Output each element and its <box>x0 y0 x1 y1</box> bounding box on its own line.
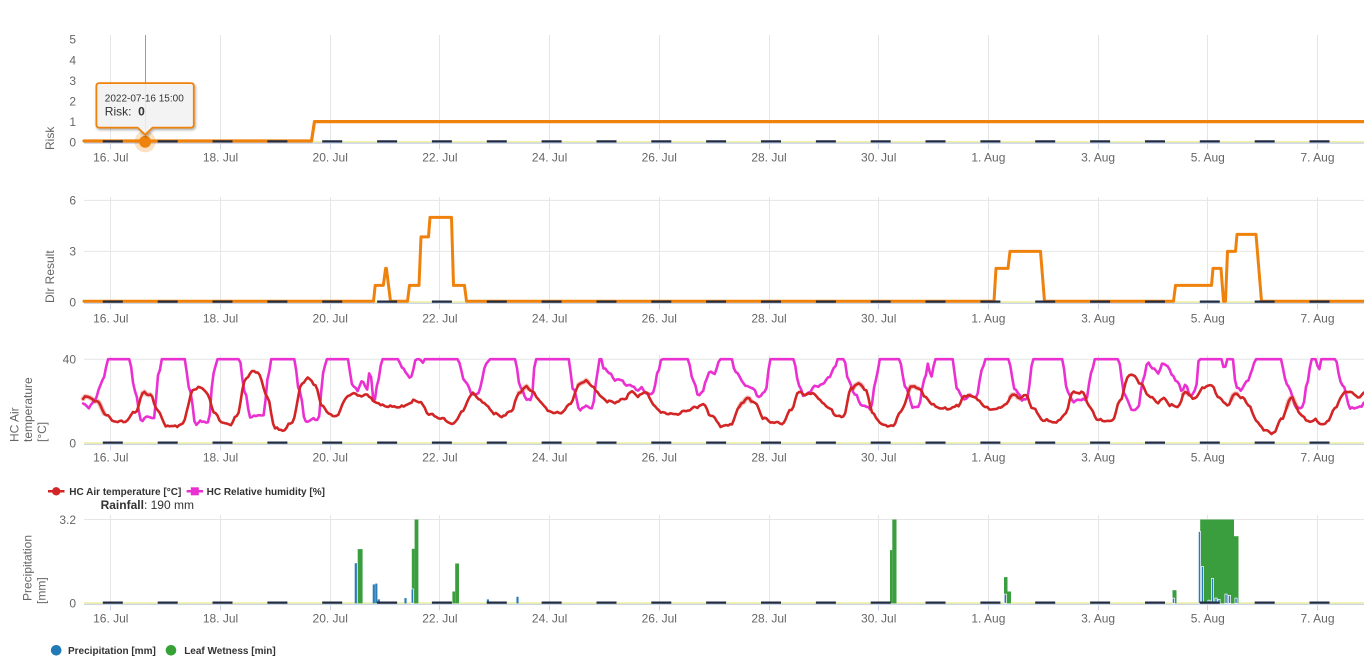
svg-text:20. Jul: 20. Jul <box>313 151 348 165</box>
svg-text:5. Aug: 5. Aug <box>1191 612 1225 626</box>
svg-text:30. Jul: 30. Jul <box>861 612 896 626</box>
svg-text:6: 6 <box>69 194 76 208</box>
svg-text:7. Aug: 7. Aug <box>1300 451 1334 465</box>
svg-text:HC Air temperature [°C]: HC Air temperature [°C] <box>69 487 181 498</box>
svg-text:0: 0 <box>69 597 76 611</box>
svg-text:26. Jul: 26. Jul <box>642 151 677 165</box>
svg-text:28. Jul: 28. Jul <box>751 312 786 326</box>
svg-text:0: 0 <box>69 136 76 150</box>
svg-text:1. Aug: 1. Aug <box>971 312 1005 326</box>
svg-text:28. Jul: 28. Jul <box>751 612 786 626</box>
svg-text:0: 0 <box>69 296 76 310</box>
svg-text:3: 3 <box>69 245 76 259</box>
svg-text:1. Aug: 1. Aug <box>971 612 1005 626</box>
svg-text:3. Aug: 3. Aug <box>1081 151 1115 165</box>
svg-text:Risk: Risk <box>43 126 57 150</box>
svg-text:18. Jul: 18. Jul <box>203 151 238 165</box>
svg-text:5. Aug: 5. Aug <box>1191 451 1225 465</box>
svg-text:Rainfall: 190 mm: Rainfall: 190 mm <box>101 498 194 512</box>
svg-text:3. Aug: 3. Aug <box>1081 451 1115 465</box>
svg-text:16. Jul: 16. Jul <box>93 151 128 165</box>
svg-text:18. Jul: 18. Jul <box>203 612 238 626</box>
svg-text:22. Jul: 22. Jul <box>422 451 457 465</box>
svg-text:5. Aug: 5. Aug <box>1191 151 1225 165</box>
svg-text:20. Jul: 20. Jul <box>313 451 348 465</box>
svg-text:30. Jul: 30. Jul <box>861 451 896 465</box>
svg-text:24. Jul: 24. Jul <box>532 451 567 465</box>
svg-text:24. Jul: 24. Jul <box>532 312 567 326</box>
svg-text:1. Aug: 1. Aug <box>971 451 1005 465</box>
svg-text:7. Aug: 7. Aug <box>1300 612 1334 626</box>
svg-text:16. Jul: 16. Jul <box>93 612 128 626</box>
svg-text:20. Jul: 20. Jul <box>313 312 348 326</box>
svg-text:28. Jul: 28. Jul <box>751 151 786 165</box>
svg-text:7. Aug: 7. Aug <box>1300 151 1334 165</box>
svg-text:26. Jul: 26. Jul <box>642 612 677 626</box>
svg-text:40: 40 <box>63 353 77 367</box>
svg-text:24. Jul: 24. Jul <box>532 151 567 165</box>
svg-text:4: 4 <box>69 53 76 67</box>
svg-text:18. Jul: 18. Jul <box>203 312 238 326</box>
svg-text:Precipitation: Precipitation <box>21 535 35 601</box>
svg-text:22. Jul: 22. Jul <box>422 612 457 626</box>
svg-text:3. Aug: 3. Aug <box>1081 312 1115 326</box>
svg-text:26. Jul: 26. Jul <box>642 312 677 326</box>
svg-text:temperature: temperature <box>21 377 35 442</box>
svg-text:Risk: 0: Risk: 0 <box>105 104 145 118</box>
svg-text:5: 5 <box>69 33 76 47</box>
svg-text:22. Jul: 22. Jul <box>422 151 457 165</box>
svg-text:30. Jul: 30. Jul <box>861 151 896 165</box>
svg-text:28. Jul: 28. Jul <box>751 451 786 465</box>
svg-text:3. Aug: 3. Aug <box>1081 612 1115 626</box>
svg-text:16. Jul: 16. Jul <box>93 312 128 326</box>
svg-text:30. Jul: 30. Jul <box>861 312 896 326</box>
svg-text:0: 0 <box>69 437 76 451</box>
svg-text:26. Jul: 26. Jul <box>642 451 677 465</box>
svg-text:20. Jul: 20. Jul <box>313 612 348 626</box>
svg-text:16. Jul: 16. Jul <box>93 451 128 465</box>
svg-text:24. Jul: 24. Jul <box>532 612 567 626</box>
svg-text:Precipitation [mm]: Precipitation [mm] <box>68 646 156 657</box>
svg-text:Dlr Result: Dlr Result <box>43 250 57 303</box>
svg-text:[mm]: [mm] <box>35 577 49 604</box>
svg-text:22. Jul: 22. Jul <box>422 312 457 326</box>
svg-text:HC Air: HC Air <box>8 407 22 442</box>
svg-text:2022-07-16 15:00: 2022-07-16 15:00 <box>105 93 184 104</box>
svg-text:1. Aug: 1. Aug <box>971 151 1005 165</box>
svg-text:[°C]: [°C] <box>35 422 49 442</box>
svg-text:Leaf Wetness [min]: Leaf Wetness [min] <box>184 646 276 657</box>
svg-text:3.2: 3.2 <box>59 513 76 527</box>
svg-text:7. Aug: 7. Aug <box>1300 312 1334 326</box>
svg-text:3: 3 <box>69 74 76 88</box>
svg-text:1: 1 <box>69 115 76 129</box>
svg-text:HC Relative humidity [%]: HC Relative humidity [%] <box>207 487 325 498</box>
svg-text:5. Aug: 5. Aug <box>1191 312 1225 326</box>
svg-text:18. Jul: 18. Jul <box>203 451 238 465</box>
svg-text:2: 2 <box>69 94 76 108</box>
